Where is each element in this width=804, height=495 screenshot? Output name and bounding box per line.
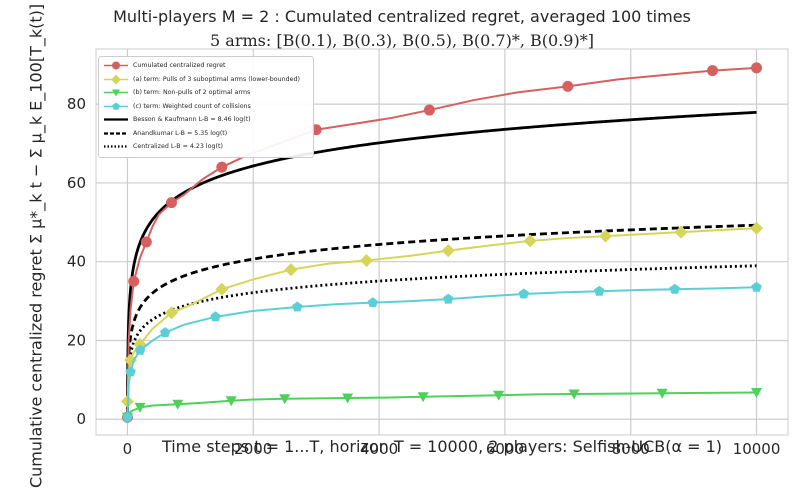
data-point (128, 275, 140, 287)
legend-swatch (104, 89, 128, 97)
data-point (140, 236, 152, 248)
y-tick-label: 0 (76, 410, 86, 428)
data-point (165, 197, 177, 209)
data-point (707, 65, 719, 77)
data-point (669, 283, 680, 294)
legend-label: Centralized L-B = 4.23 log(t) (133, 143, 223, 150)
x-tick-label: 10000 (733, 440, 781, 458)
legend-item: (a) term: Pulls of 3 suboptimal arms (lo… (103, 74, 300, 85)
x-tick-label: 4000 (360, 440, 398, 458)
data-point (751, 62, 763, 74)
x-tick-label: 6000 (486, 440, 524, 458)
data-point (423, 104, 435, 116)
y-tick-label: 20 (67, 331, 86, 349)
legend-label: (b) term: Non-pulls of 2 optimal arms (133, 89, 251, 96)
data-point (172, 399, 184, 410)
data-point (160, 327, 171, 337)
legend-label: (a) term: Pulls of 3 suboptimal arms (lo… (133, 75, 300, 83)
x-tick-label: 2000 (234, 440, 272, 458)
legend-item: (c) term: Weighted count of collisions (103, 101, 251, 112)
data-point (342, 393, 354, 404)
x-tick-label: 8000 (612, 440, 650, 458)
y-tick-label: 80 (67, 95, 86, 113)
y-tick-label: 40 (67, 253, 86, 271)
legend-swatch (104, 74, 128, 84)
series-line (126, 66, 757, 418)
data-point (751, 281, 762, 292)
data-point (210, 311, 221, 322)
data-point (750, 221, 764, 235)
legend: Cumulated centralized regret (a) term: Pu… (98, 56, 314, 158)
data-point (284, 263, 298, 277)
data-point (292, 301, 303, 312)
legend-label: (c) term: Weighted count of collisions (133, 102, 251, 110)
data-point (134, 344, 146, 355)
legend-item: Cumulated centralized regret (103, 60, 226, 71)
legend-item: (b) term: Non-pulls of 2 optimal arms (103, 87, 250, 98)
data-point (125, 366, 136, 377)
y-axis-label: Cumulative centralized regret Σ μ*_k t −… (26, 3, 46, 488)
data-point (599, 229, 613, 243)
data-point (674, 225, 688, 239)
data-point (594, 285, 605, 296)
data-point (656, 388, 668, 399)
data-point (216, 161, 228, 173)
legend-item: Anandkumar L-B = 5.35 log(t) (103, 128, 227, 139)
data-point (360, 254, 374, 268)
data-point (441, 244, 455, 258)
data-point (225, 396, 237, 407)
x-axis-label: Time steps t = 1...T, horizon T = 10000,… (161, 437, 723, 456)
data-point (568, 389, 580, 400)
legend-label: Anandkumar L-B = 5.35 log(t) (133, 129, 228, 137)
data-point (523, 234, 537, 248)
data-point (443, 293, 454, 304)
series-line-lower-bound (126, 110, 757, 420)
legend-item: Besson & Kaufmann L-B = 8.46 log(t) (103, 114, 251, 125)
chart-subtitle: 5 arms: [B(0.1), B(0.3), B(0.5), B(0.7)*… (210, 31, 594, 50)
x-tick-label: 0 (123, 440, 133, 458)
data-point (751, 387, 763, 398)
legend-swatch (104, 118, 128, 121)
legend-swatch (104, 102, 128, 110)
legend-swatch (104, 61, 128, 70)
legend-swatch (104, 131, 128, 135)
data-point (562, 80, 574, 92)
series-line-lower-bound (126, 223, 757, 420)
data-point (164, 306, 178, 320)
data-point (518, 288, 529, 299)
data-point (215, 282, 229, 296)
legend-swatch (104, 145, 128, 148)
data-point (134, 402, 146, 413)
data-point (279, 394, 291, 405)
data-point (367, 297, 378, 308)
legend-label: Cumulated centralized regret (133, 62, 226, 69)
legend-item: Centralized L-B = 4.23 log(t) (103, 141, 223, 152)
data-point (417, 392, 429, 403)
chart-title: Multi-players M = 2 : Cumulated centrali… (113, 7, 691, 26)
data-point (122, 411, 133, 422)
y-tick-label: 60 (67, 174, 86, 192)
legend-label: Besson & Kaufmann L-B = 8.46 log(t) (133, 116, 251, 123)
data-point (493, 390, 505, 401)
